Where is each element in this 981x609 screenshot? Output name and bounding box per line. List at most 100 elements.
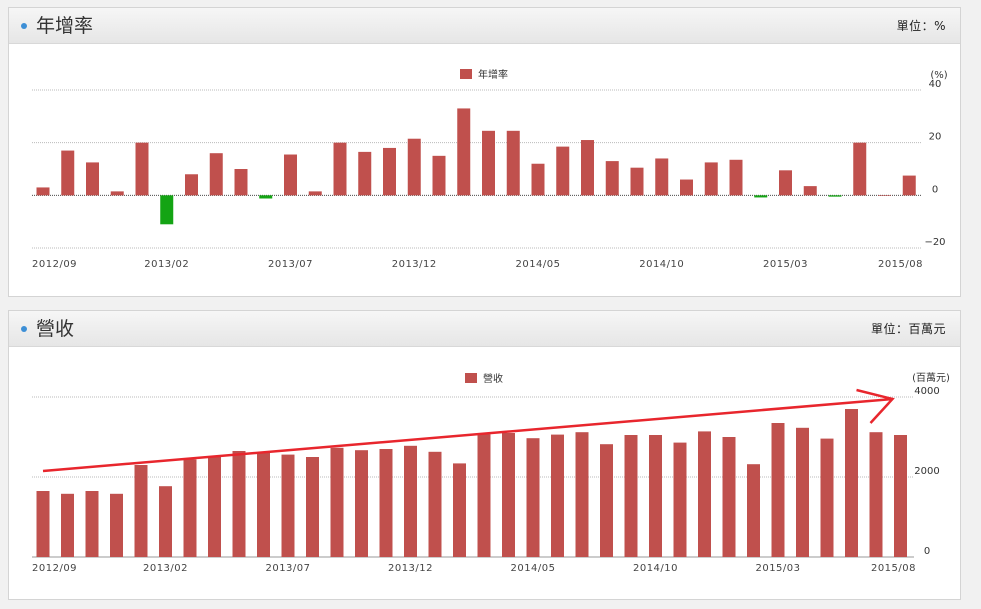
yoy-bar (482, 130, 495, 196)
revenue-bar (477, 434, 491, 557)
x-tick-label: 2013/12 (392, 259, 437, 270)
yoy-unit-label: 單位：% (896, 19, 946, 33)
yoy-bar (160, 195, 174, 225)
revenue-bar (36, 491, 50, 557)
revenue-bar (428, 451, 442, 557)
x-tick-label: 2015/08 (871, 563, 916, 574)
revenue-bar (330, 447, 344, 557)
yoy-bar (308, 191, 322, 196)
x-tick-label: 2015/03 (755, 563, 800, 574)
yoy-bar (234, 169, 248, 196)
x-tick-label: 2015/03 (763, 259, 808, 270)
revenue-bar (820, 438, 834, 557)
yoy-bar (680, 179, 693, 196)
yoy-bar (432, 155, 446, 196)
revenue-bar (404, 445, 417, 557)
x-tick-label: 2014/05 (510, 563, 555, 574)
y-tick-label: 2000 (914, 466, 939, 477)
yoy-panel-header: 年增率 單位：% (9, 8, 960, 44)
revenue-bar (894, 435, 907, 557)
yoy-bar (284, 154, 297, 196)
yoy-bar (36, 187, 50, 196)
yoy-bar (630, 167, 644, 196)
yoy-bar (135, 142, 149, 196)
y-tick-label: 40 (929, 79, 942, 90)
yoy-bar (506, 130, 520, 196)
x-tick-label: 2013/07 (265, 563, 310, 574)
revenue-bar (796, 427, 809, 557)
revenue-bar (600, 444, 613, 557)
bullet-dot-icon (21, 23, 27, 29)
yoy-bar (61, 150, 75, 196)
yoy-bar (110, 191, 124, 196)
yoy-bar (209, 153, 223, 196)
unit-axis-label: (百萬元) (912, 371, 950, 384)
revenue-bar (134, 465, 148, 557)
yoy-bar (358, 151, 372, 196)
yoy-bar (655, 158, 669, 196)
yoy-bar (605, 161, 619, 196)
revenue-bar (698, 431, 711, 557)
x-tick-label: 2013/02 (143, 563, 188, 574)
revenue-bar (869, 432, 883, 557)
revenue-bar (453, 463, 466, 557)
revenue-bar (355, 450, 368, 557)
revenue-bar (551, 434, 564, 557)
x-tick-label: 2013/02 (144, 259, 189, 270)
revenue-bar (208, 457, 221, 557)
yoy-bar (333, 142, 347, 196)
trend-arrow-head (856, 388, 895, 424)
y-tick-label: 4000 (914, 386, 939, 397)
yoy-bar (779, 170, 792, 196)
revenue-bar (183, 459, 197, 557)
yoy-bar (828, 195, 842, 197)
revenue-bar (379, 449, 393, 557)
yoy-bar (902, 175, 916, 196)
yoy-bar (556, 146, 570, 196)
unit-axis-label: (%) (930, 70, 947, 81)
y-tick-label: −20 (924, 237, 945, 248)
revenue-bar (722, 437, 736, 557)
revenue-bar (257, 453, 270, 557)
x-tick-label: 2012/09 (32, 259, 77, 270)
revenue-bar (306, 457, 319, 557)
revenue-bar (232, 451, 246, 557)
revenue-bar (747, 464, 760, 557)
revenue-bar (575, 432, 589, 557)
yoy-bar (878, 195, 891, 196)
bullet-dot-icon (21, 326, 27, 332)
x-tick-label: 2014/10 (639, 259, 684, 270)
yoy-bar (531, 163, 545, 196)
yoy-bar (457, 108, 471, 196)
revenue-bar (526, 438, 540, 557)
x-tick-label: 2014/10 (633, 563, 678, 574)
x-tick-label: 2013/07 (268, 259, 313, 270)
revenue-chart: 4000 2000 0 (百萬元) 營收 2012/09 2013/02 2013/07 201… (32, 371, 950, 574)
legend-swatch (465, 373, 477, 383)
y-tick-label: 0 (924, 546, 930, 557)
yoy-panel-title: 年增率 (36, 15, 94, 37)
y-tick-label: 0 (932, 184, 938, 195)
revenue-bar (85, 491, 99, 557)
yoy-bar (754, 195, 768, 198)
yoy-bar (185, 174, 198, 196)
revenue-bar (110, 493, 123, 557)
legend-swatch (460, 69, 472, 79)
yoy-bar (383, 147, 396, 196)
x-tick-label: 2012/09 (32, 563, 77, 574)
yoy-bar (853, 142, 867, 196)
yoy-bar (581, 140, 594, 196)
revenue-bar (281, 454, 295, 557)
x-tick-label: 2013/12 (388, 563, 433, 574)
revenue-unit-label: 單位：百萬元 (870, 322, 946, 336)
revenue-bar (771, 423, 785, 557)
revenue-bar (624, 435, 638, 557)
yoy-bar (729, 159, 743, 196)
trend-arrow-line (42, 397, 893, 473)
revenue-bar (61, 493, 74, 557)
x-tick-label: 2015/08 (878, 259, 923, 270)
revenue-bar (159, 486, 172, 557)
yoy-bar (407, 138, 421, 196)
yoy-bar (803, 186, 817, 196)
yoy-panel: 年增率 單位：% 40 20 0 −20 (%) 年增率 2012/09 2013/02 201… (8, 7, 961, 297)
